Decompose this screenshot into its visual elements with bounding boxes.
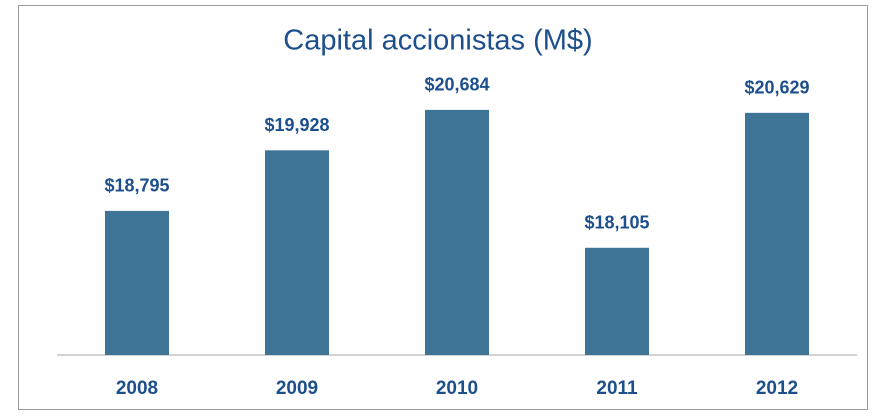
value-label: $18,795	[104, 176, 169, 196]
bar	[265, 150, 329, 355]
value-label: $19,928	[264, 115, 329, 135]
bar	[745, 112, 809, 355]
bar	[585, 247, 649, 355]
chart-title: Capital accionistas (M$)	[283, 25, 592, 57]
x-tick-label: 2011	[596, 378, 638, 399]
x-tick-label: 2008	[116, 378, 158, 399]
x-tick-label: 2010	[436, 378, 478, 399]
value-label: $20,629	[744, 78, 809, 98]
value-label: $18,105	[584, 213, 649, 233]
bar	[425, 109, 489, 355]
x-tick-label: 2009	[276, 378, 318, 399]
x-tick-label: 2012	[756, 378, 798, 399]
bar	[105, 210, 169, 355]
value-label: $20,684	[424, 75, 489, 95]
